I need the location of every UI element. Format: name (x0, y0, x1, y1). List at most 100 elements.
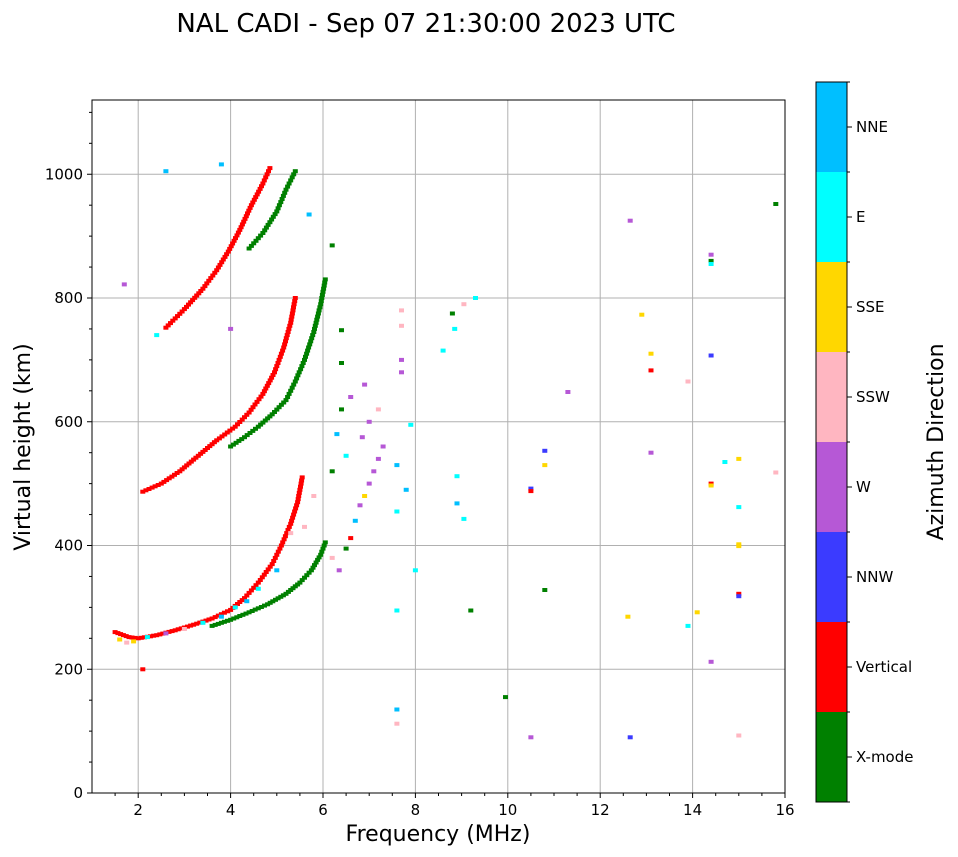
echo-point (234, 615, 240, 620)
echo-point (245, 211, 250, 216)
echo-point (212, 615, 218, 620)
echo-point (237, 227, 243, 232)
echo-point (627, 218, 633, 223)
echo-point (285, 528, 291, 532)
echo-point (322, 280, 328, 285)
colorbar-label: Vertical (856, 658, 912, 676)
echo-point (399, 370, 404, 375)
echo-point (299, 475, 305, 480)
echo-point (299, 578, 305, 583)
echo-point (302, 575, 307, 580)
y-tick-label: 200 (54, 660, 83, 678)
echo-point (144, 635, 150, 640)
echo-point (234, 233, 240, 238)
echo-point (362, 382, 368, 387)
echo-point (250, 200, 256, 205)
echo-point (264, 172, 270, 177)
echo-point (215, 613, 221, 618)
echo-point (210, 273, 216, 278)
echo-point (262, 228, 268, 233)
echo-point (259, 184, 264, 189)
echo-point (276, 405, 282, 410)
echo-point (290, 515, 296, 520)
echo-point (272, 212, 278, 217)
echo-point (148, 634, 153, 639)
echo-point (270, 214, 276, 219)
echo-point (278, 200, 284, 205)
echo-point (244, 433, 250, 438)
echo-point (773, 202, 779, 206)
echo-point (318, 299, 324, 304)
echo-point (154, 633, 160, 638)
echo-point (248, 588, 254, 593)
echo-point (736, 591, 742, 596)
echo-point (242, 216, 248, 221)
echo-point (246, 610, 252, 615)
echo-point (267, 600, 273, 605)
echo-point (267, 166, 273, 171)
echo-point (394, 608, 400, 613)
echo-point (235, 230, 241, 235)
echo-point (269, 217, 275, 222)
echo-point (220, 257, 226, 262)
echo-point (155, 483, 161, 487)
echo-point (318, 552, 324, 557)
echo-point (257, 186, 263, 191)
y-tick-label: 800 (54, 289, 83, 307)
echo-point (277, 354, 283, 359)
echo-point (366, 419, 372, 424)
echo-point (258, 605, 264, 609)
echo-point (241, 219, 247, 224)
echo-point (440, 348, 446, 353)
echo-point (218, 614, 224, 619)
echo-point (190, 298, 196, 303)
echo-point (272, 370, 277, 375)
colorbar-segment (816, 82, 847, 172)
echo-point (146, 487, 152, 491)
echo-point (736, 456, 742, 461)
echo-point (149, 485, 155, 490)
echo-point (283, 187, 289, 192)
echo-point (473, 296, 478, 300)
echo-point (239, 222, 245, 227)
echo-point (461, 302, 467, 307)
echo-point (292, 169, 298, 174)
echo-point (295, 500, 301, 505)
echo-point (289, 175, 295, 180)
echo-point (218, 620, 224, 625)
echo-point (308, 339, 314, 344)
echo-point (263, 175, 269, 180)
colorbar-title: Azimuth Direction (924, 343, 949, 540)
echo-point (304, 351, 310, 356)
echo-point (282, 534, 288, 539)
echo-point (227, 246, 233, 251)
echo-point (319, 296, 325, 300)
echo-point (311, 330, 317, 334)
echo-point (371, 469, 377, 474)
y-tick-label: 0 (73, 784, 83, 802)
echo-point (274, 568, 280, 573)
echo-point (225, 618, 230, 623)
echo-point (292, 296, 298, 300)
echo-point (263, 386, 269, 391)
echo-point (218, 162, 224, 167)
echo-point (112, 630, 118, 635)
echo-point (265, 222, 271, 227)
echo-point (276, 357, 282, 362)
echo-point (319, 549, 325, 554)
echo-point (316, 555, 322, 560)
echo-point (287, 323, 293, 328)
echo-point (186, 302, 191, 307)
echo-point (302, 357, 307, 362)
echo-point (154, 333, 160, 338)
echo-point (291, 512, 297, 517)
echo-point (320, 546, 326, 551)
echo-point (263, 570, 269, 574)
echo-point (276, 203, 282, 208)
echo-point (278, 543, 284, 548)
echo-point (339, 361, 344, 365)
echo-point (290, 308, 296, 313)
echo-point (224, 252, 230, 257)
echo-point (242, 435, 247, 440)
echo-point (294, 376, 300, 381)
